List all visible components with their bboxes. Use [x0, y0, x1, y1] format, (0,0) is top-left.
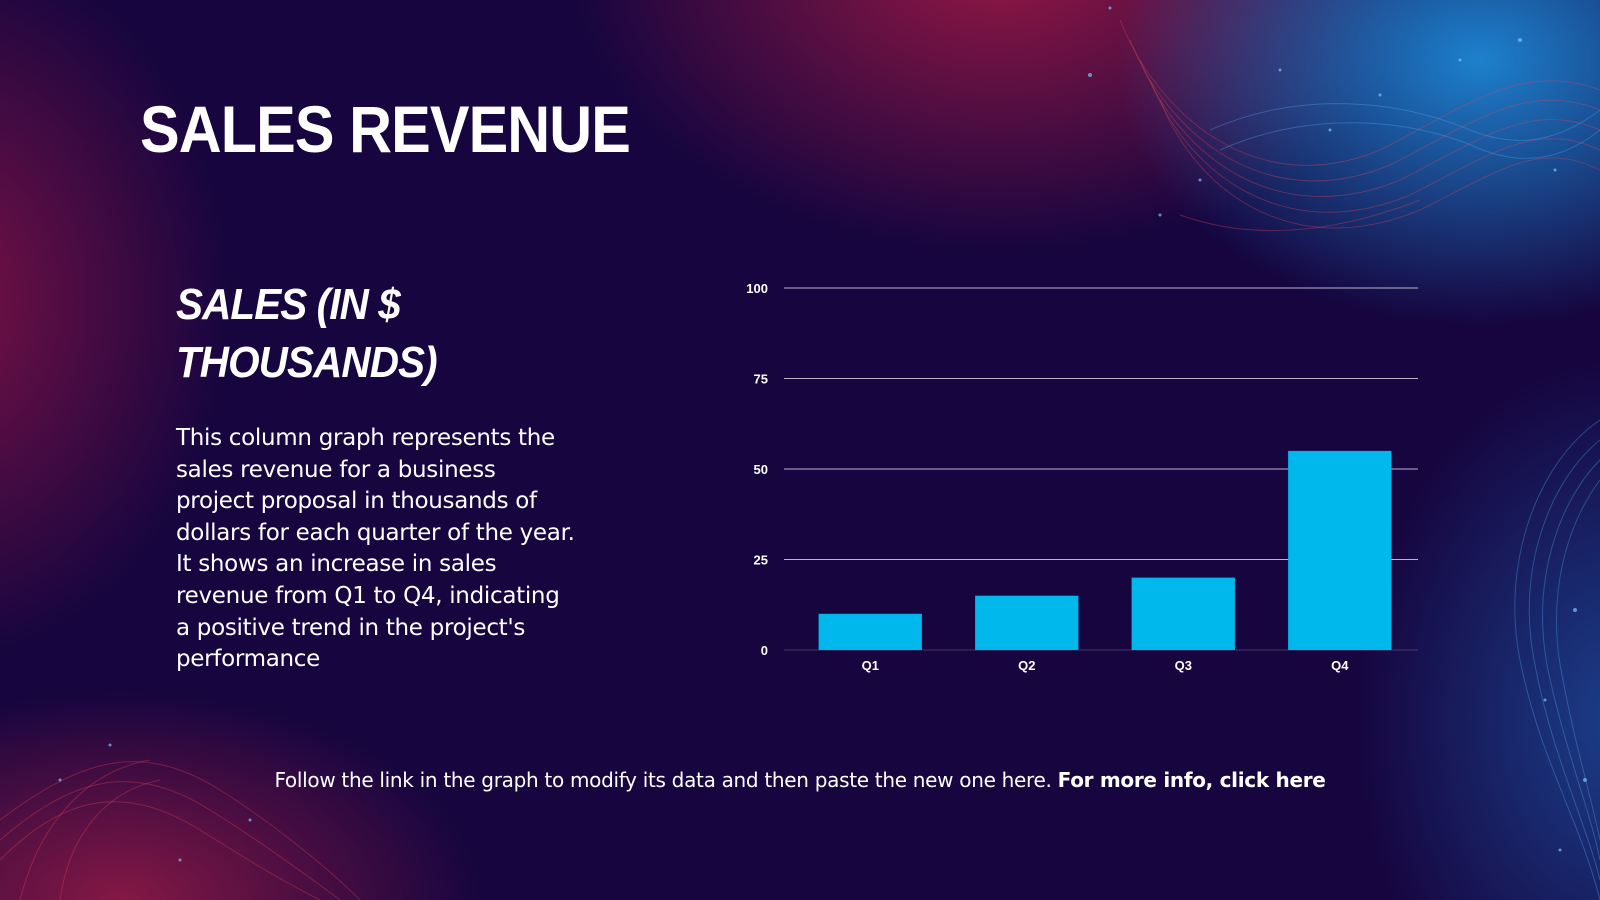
- x-tick-label: Q4: [1331, 658, 1349, 673]
- bar-q1[interactable]: [818, 613, 922, 650]
- more-info-link[interactable]: For more info, click here: [1057, 768, 1326, 792]
- x-tick-label: Q2: [1018, 658, 1035, 673]
- x-tick-label: Q1: [862, 658, 879, 673]
- footer-note: Follow the link in the graph to modify i…: [0, 768, 1600, 792]
- y-tick-label: 0: [761, 643, 768, 658]
- bar-q3[interactable]: [1131, 577, 1235, 650]
- bar-q4[interactable]: [1288, 450, 1392, 650]
- slide-title: SALES REVENUE: [140, 92, 631, 166]
- x-axis-ticks: Q1 Q2 Q3 Q4: [862, 658, 1350, 673]
- chart-description: This column graph represents the sales r…: [176, 425, 575, 673]
- y-tick-label: 100: [746, 281, 768, 296]
- bar-q2[interactable]: [975, 595, 1079, 650]
- y-tick-label: 50: [754, 462, 768, 477]
- y-tick-label: 25: [754, 553, 768, 568]
- sales-bar-chart[interactable]: 0 25 50 75 100 Q1 Q2 Q3 Q4: [740, 270, 1420, 690]
- chart-subtitle: SALES (IN $ THOUSANDS): [176, 280, 438, 387]
- footer-text: Follow the link in the graph to modify i…: [274, 768, 1052, 792]
- bars: [818, 450, 1392, 650]
- x-tick-label: Q3: [1175, 658, 1192, 673]
- y-axis-ticks: 0 25 50 75 100: [746, 281, 768, 658]
- y-tick-label: 75: [754, 372, 768, 387]
